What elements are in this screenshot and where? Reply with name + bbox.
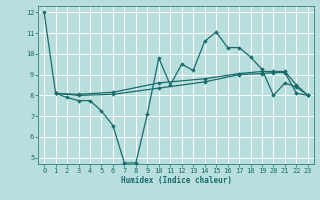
X-axis label: Humidex (Indice chaleur): Humidex (Indice chaleur)	[121, 176, 231, 185]
